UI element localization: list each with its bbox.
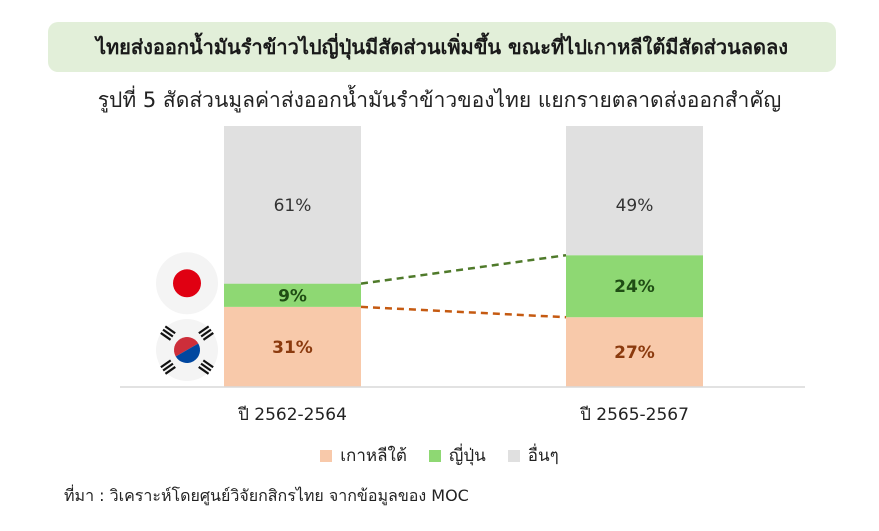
data-label-korea-1: 31%	[272, 338, 313, 358]
korea-trigram-4	[198, 359, 214, 375]
korea-trigram-bar	[160, 359, 172, 369]
connector-korea	[360, 305, 567, 319]
legend-item-korea: เกาหลีใต้	[320, 442, 407, 469]
korea-taeguk-red	[174, 337, 199, 357]
data-label-japan-1: 9%	[278, 286, 307, 306]
korea-trigram-bar	[202, 332, 214, 341]
data-label-korea-2: 27%	[614, 343, 655, 363]
data-label-others-1: 61%	[274, 196, 312, 216]
bar-japan-2	[566, 255, 703, 318]
connector-japan	[360, 253, 567, 285]
korea-trigram-bar	[202, 359, 214, 369]
legend-label-japan: ญี่ปุ่น	[448, 446, 486, 466]
korea-trigram-bar	[162, 362, 174, 372]
korea-trigram-2	[198, 325, 214, 341]
data-label-others-2: 49%	[616, 196, 654, 216]
korea-trigram-bar	[198, 366, 210, 375]
korea-trigram-bar	[160, 332, 172, 341]
data-label-japan-2: 24%	[614, 277, 655, 297]
bar-korea-2	[566, 317, 703, 387]
x-tick-label-1: ปี 2562-2564	[237, 405, 347, 425]
x-tick-label-2: ปี 2565-2567	[579, 405, 689, 425]
japan-flag-disc	[173, 269, 201, 298]
korea-trigram-bar	[164, 366, 176, 375]
legend: เกาหลีใต้ ญี่ปุ่น อื่นๆ	[0, 442, 879, 469]
korea-trigram-bar	[164, 325, 176, 335]
japan-flag-icon	[156, 252, 218, 315]
headline-text: ไทยส่งออกน้ำมันรำข้าวไปญี่ปุ่นมีสัดส่วนเ…	[95, 35, 789, 59]
legend-item-others: อื่นๆ	[507, 442, 559, 469]
headline-banner: ไทยส่งออกน้ำมันรำข้าวไปญี่ปุ่นมีสัดส่วนเ…	[48, 22, 836, 72]
korea-trigram-3	[160, 359, 176, 375]
korea-trigram-bar	[198, 325, 210, 335]
legend-swatch-japan	[428, 449, 441, 462]
legend-item-japan: ญี่ปุ่น	[428, 442, 486, 469]
legend-label-korea: เกาหลีใต้	[340, 446, 407, 466]
south-korea-flag-icon	[156, 319, 218, 381]
source-note: ที่มา : วิเคราะห์โดยศูนย์วิจัยกสิกรไทย จ…	[64, 486, 469, 505]
bar-others-2	[566, 126, 703, 256]
bar-others-1	[224, 126, 361, 284]
bar-korea-1	[224, 306, 361, 387]
korea-taeguk-blue	[175, 343, 200, 363]
bar-japan-1	[224, 283, 361, 307]
chart-title: รูปที่ 5 สัดส่วนมูลค่าส่งออกน้ำมันรำข้าว…	[97, 88, 782, 112]
korea-trigram-bar	[162, 328, 174, 338]
legend-label-others: อื่นๆ	[527, 446, 559, 466]
legend-swatch-others	[507, 449, 520, 462]
legend-swatch-korea	[320, 449, 333, 462]
korea-trigram-bar	[200, 328, 212, 338]
korea-trigram-bar	[200, 362, 212, 372]
korea-trigram-1	[160, 325, 176, 341]
